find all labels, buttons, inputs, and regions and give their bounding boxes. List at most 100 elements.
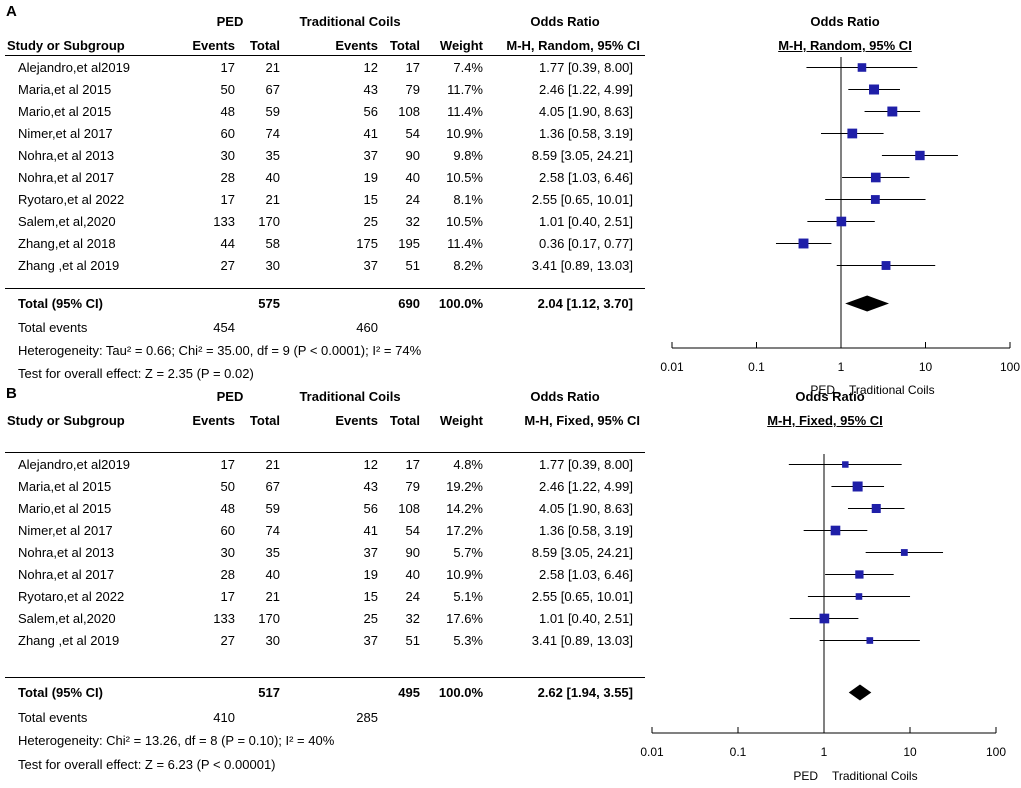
weight-cell: 4.8% bbox=[453, 457, 483, 472]
total2-cell: 32 bbox=[405, 611, 420, 626]
odds-ratio-ci-cell: 1.36 [0.58, 3.19] bbox=[539, 126, 633, 141]
events1-cell: 28 bbox=[220, 170, 235, 185]
total-events-e1: 410 bbox=[213, 710, 235, 725]
study-marker bbox=[855, 593, 863, 600]
overall-effect-text: Test for overall effect: Z = 2.35 (P = 0… bbox=[18, 366, 254, 381]
total1-cell: 74 bbox=[265, 126, 280, 141]
events1-cell: 60 bbox=[220, 523, 235, 538]
total1-cell: 35 bbox=[265, 545, 280, 560]
pooled-diamond bbox=[845, 295, 890, 312]
total-events-label: Total events bbox=[18, 710, 88, 725]
total1-cell: 21 bbox=[265, 457, 280, 472]
events1-cell: 50 bbox=[220, 82, 235, 97]
events2-cell: 56 bbox=[363, 501, 378, 516]
odds-ratio-ci-cell: 8.59 [3.05, 24.21] bbox=[531, 545, 633, 560]
study-name: Alejandro,et al2019 bbox=[18, 457, 131, 472]
axis-label-favours-ped: PED bbox=[810, 383, 835, 397]
study-marker bbox=[887, 106, 898, 117]
total1-cell: 67 bbox=[265, 479, 280, 494]
weight-cell: 5.3% bbox=[453, 633, 483, 648]
plot-method: M-H, Fixed, 95% CI bbox=[767, 413, 883, 428]
events2-cell: 41 bbox=[363, 523, 378, 538]
study-name: Nimer,et al 2017 bbox=[18, 523, 113, 538]
total2-cell: 24 bbox=[405, 192, 420, 207]
weight-cell: 11.7% bbox=[447, 82, 483, 97]
total2-cell: 51 bbox=[405, 258, 420, 273]
total1-cell: 58 bbox=[265, 236, 280, 251]
studies-rule bbox=[5, 288, 645, 289]
method-header: M-H, Fixed, 95% CI bbox=[524, 413, 640, 428]
total-events-e2: 285 bbox=[356, 710, 378, 725]
study-name: Mario,et al 2015 bbox=[18, 501, 112, 516]
total1-cell: 59 bbox=[265, 501, 280, 516]
total2-cell: 108 bbox=[398, 104, 420, 119]
weight-cell: 8.1% bbox=[453, 192, 483, 207]
x-tick-label: 0.01 bbox=[640, 745, 664, 759]
total-events-label: Total events bbox=[18, 320, 88, 335]
weight-cell: 19.2% bbox=[446, 479, 483, 494]
x-tick-label: 10 bbox=[903, 745, 917, 759]
study-name: Mario,et al 2015 bbox=[18, 104, 112, 119]
study-marker bbox=[881, 261, 891, 270]
total1-cell: 21 bbox=[265, 192, 280, 207]
odds-ratio-ci-cell: 4.05 [1.90, 8.63] bbox=[539, 501, 633, 516]
events1-cell: 133 bbox=[213, 611, 235, 626]
weight-cell: 10.9% bbox=[446, 126, 483, 141]
study-marker bbox=[866, 637, 874, 644]
heterogeneity-text: Heterogeneity: Chi² = 13.26, df = 8 (P =… bbox=[18, 733, 335, 748]
study-marker bbox=[798, 238, 809, 249]
events1-cell: 60 bbox=[220, 126, 235, 141]
weight-cell: 8.2% bbox=[453, 258, 483, 273]
total1-cell: 67 bbox=[265, 82, 280, 97]
weight-cell: 5.7% bbox=[453, 545, 483, 560]
study-name: Nohra,et al 2013 bbox=[18, 545, 115, 560]
study-marker bbox=[869, 84, 880, 95]
total2-cell: 40 bbox=[405, 170, 420, 185]
odds-ratio-ci-cell: 8.59 [3.05, 24.21] bbox=[531, 148, 633, 163]
study-name: Zhang ,et al 2019 bbox=[18, 633, 120, 648]
x-tick-label: 100 bbox=[986, 745, 1006, 759]
total2-cell: 51 bbox=[405, 633, 420, 648]
header-rule bbox=[5, 452, 645, 453]
forest-plot-a: A PED Traditional Coils Odds Ratio Odds … bbox=[5, 4, 1020, 397]
events2-cell: 37 bbox=[363, 545, 378, 560]
events2-header: Events bbox=[335, 413, 378, 428]
total-label: Total (95% CI) bbox=[18, 685, 103, 700]
study-name: Nimer,et al 2017 bbox=[18, 126, 113, 141]
total2-cell: 32 bbox=[405, 214, 420, 229]
plot-method: M-H, Random, 95% CI bbox=[778, 38, 912, 53]
events2-cell: 43 bbox=[363, 479, 378, 494]
weight-cell: 10.5% bbox=[446, 170, 483, 185]
events1-cell: 27 bbox=[220, 633, 235, 648]
weight-cell: 17.2% bbox=[446, 523, 483, 538]
plot-title: Odds Ratio bbox=[810, 14, 880, 29]
total2-cell: 40 bbox=[405, 567, 420, 582]
x-tick-label: 1 bbox=[821, 745, 828, 759]
total-ci: 2.04 [1.12, 3.70] bbox=[537, 296, 633, 311]
weight-cell: 11.4% bbox=[447, 104, 483, 119]
plot-title: Odds Ratio bbox=[795, 389, 865, 404]
group1-header: PED bbox=[216, 389, 244, 404]
study-marker bbox=[857, 63, 867, 72]
odds-ratio-ci-cell: 2.58 [1.03, 6.46] bbox=[539, 170, 633, 185]
heterogeneity-text: Heterogeneity: Tau² = 0.66; Chi² = 35.00… bbox=[18, 343, 422, 358]
events1-cell: 50 bbox=[220, 479, 235, 494]
events2-header: Events bbox=[335, 38, 378, 53]
odds-ratio-ci-cell: 1.77 [0.39, 8.00] bbox=[539, 60, 633, 75]
study-marker bbox=[847, 128, 858, 139]
study-name: Salem,et al,2020 bbox=[18, 611, 116, 626]
study-name: Zhang ,et al 2019 bbox=[18, 258, 120, 273]
odds-ratio-ci-cell: 2.55 [0.65, 10.01] bbox=[531, 589, 633, 604]
events2-cell: 37 bbox=[363, 258, 378, 273]
x-tick-label: 0.1 bbox=[730, 745, 747, 759]
total-t1: 517 bbox=[258, 685, 280, 700]
events1-cell: 27 bbox=[220, 258, 235, 273]
study-marker bbox=[870, 195, 880, 204]
events1-cell: 28 bbox=[220, 567, 235, 582]
odds-ratio-ci-cell: 2.55 [0.65, 10.01] bbox=[531, 192, 633, 207]
weight-cell: 10.9% bbox=[446, 567, 483, 582]
total1-cell: 40 bbox=[265, 170, 280, 185]
study-marker bbox=[871, 503, 881, 514]
axis-label-favours-coils: Traditional Coils bbox=[832, 769, 918, 783]
total-label: Total (95% CI) bbox=[18, 296, 103, 311]
